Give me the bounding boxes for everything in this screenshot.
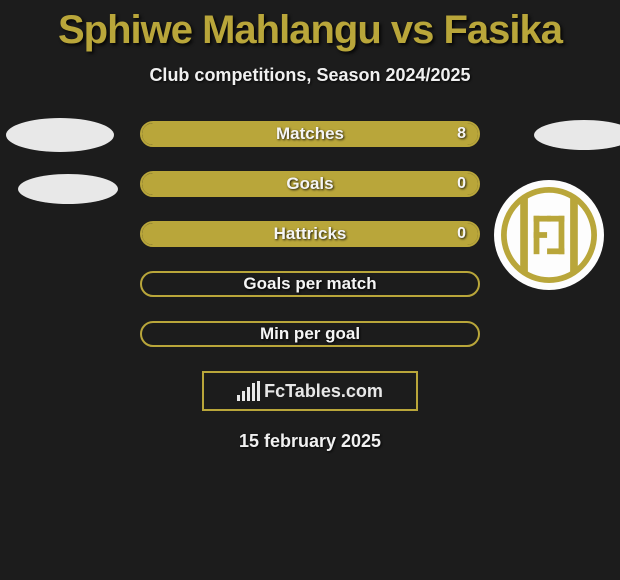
stat-label: Hattricks — [142, 224, 478, 244]
date-line: 15 february 2025 — [0, 431, 620, 452]
stat-bar-min-per-goal: Min per goal — [140, 321, 480, 347]
season-subtitle: Club competitions, Season 2024/2025 — [0, 65, 620, 86]
stat-value: 8 — [457, 125, 466, 143]
stat-row: Min per goal — [0, 321, 620, 347]
stat-bar-goals: Goals 0 — [140, 171, 480, 197]
brand-bars-icon — [237, 381, 260, 401]
stat-bar-goals-per-match: Goals per match — [140, 271, 480, 297]
stat-bar-hattricks: Hattricks 0 — [140, 221, 480, 247]
brand-box: FcTables.com — [202, 371, 418, 411]
stat-label: Min per goal — [142, 324, 478, 344]
stat-label: Goals per match — [142, 274, 478, 294]
stat-value: 0 — [457, 225, 466, 243]
club-crest — [494, 180, 604, 290]
stat-value: 0 — [457, 175, 466, 193]
stat-bar-matches: Matches 8 — [140, 121, 480, 147]
brand-text: FcTables.com — [264, 381, 383, 402]
stat-label: Matches — [142, 124, 478, 144]
stat-row: Matches 8 — [0, 121, 620, 147]
stat-label: Goals — [142, 174, 478, 194]
crest-icon — [501, 187, 597, 283]
comparison-title: Sphiwe Mahlangu vs Fasika — [0, 0, 620, 53]
